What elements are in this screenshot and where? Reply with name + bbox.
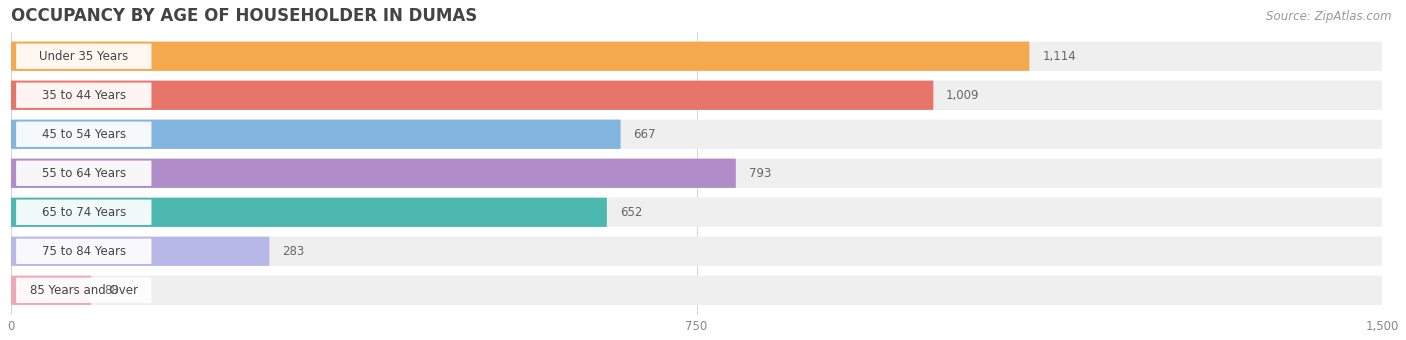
Text: 65 to 74 Years: 65 to 74 Years [42, 206, 127, 219]
FancyBboxPatch shape [11, 120, 620, 149]
Text: 55 to 64 Years: 55 to 64 Years [42, 167, 127, 180]
Text: 283: 283 [283, 245, 305, 258]
FancyBboxPatch shape [11, 41, 1029, 71]
FancyBboxPatch shape [15, 122, 152, 147]
FancyBboxPatch shape [15, 200, 152, 225]
FancyBboxPatch shape [15, 278, 152, 303]
Text: 1,009: 1,009 [946, 89, 980, 102]
Text: OCCUPANCY BY AGE OF HOUSEHOLDER IN DUMAS: OCCUPANCY BY AGE OF HOUSEHOLDER IN DUMAS [11, 7, 477, 25]
FancyBboxPatch shape [15, 160, 152, 186]
FancyBboxPatch shape [15, 83, 152, 108]
FancyBboxPatch shape [15, 239, 152, 264]
Text: Source: ZipAtlas.com: Source: ZipAtlas.com [1267, 10, 1392, 23]
FancyBboxPatch shape [11, 198, 607, 227]
FancyBboxPatch shape [11, 198, 1382, 227]
FancyBboxPatch shape [11, 237, 1382, 266]
Text: 45 to 54 Years: 45 to 54 Years [42, 128, 127, 141]
Text: 793: 793 [748, 167, 770, 180]
FancyBboxPatch shape [11, 41, 1382, 71]
FancyBboxPatch shape [11, 81, 934, 110]
Text: 85 Years and Over: 85 Years and Over [30, 284, 138, 297]
Text: 75 to 84 Years: 75 to 84 Years [42, 245, 127, 258]
FancyBboxPatch shape [11, 159, 1382, 188]
Text: Under 35 Years: Under 35 Years [39, 50, 128, 63]
FancyBboxPatch shape [11, 81, 1382, 110]
FancyBboxPatch shape [11, 120, 1382, 149]
FancyBboxPatch shape [15, 44, 152, 69]
Text: 1,114: 1,114 [1042, 50, 1076, 63]
Text: 88: 88 [104, 284, 118, 297]
FancyBboxPatch shape [11, 159, 735, 188]
Text: 667: 667 [633, 128, 657, 141]
Text: 35 to 44 Years: 35 to 44 Years [42, 89, 127, 102]
FancyBboxPatch shape [11, 237, 270, 266]
FancyBboxPatch shape [11, 276, 91, 305]
FancyBboxPatch shape [11, 276, 1382, 305]
Text: 652: 652 [620, 206, 643, 219]
